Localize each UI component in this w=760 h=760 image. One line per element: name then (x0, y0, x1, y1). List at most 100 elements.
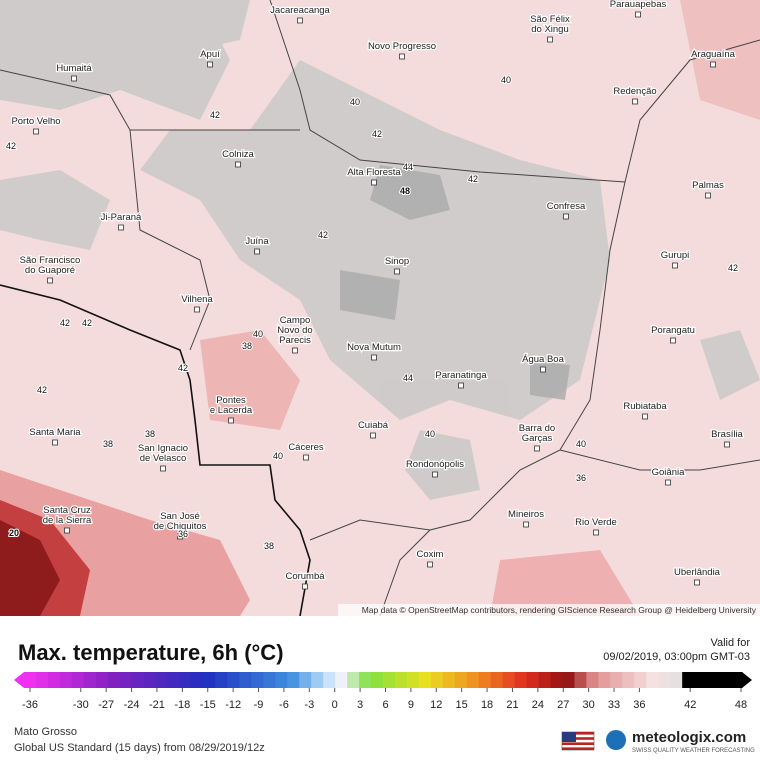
city-marker (710, 61, 716, 68)
colorbar-segment (418, 672, 432, 688)
colorbar-segment (251, 672, 264, 688)
city-label: do Xingu (531, 24, 569, 35)
map-value: 38 (103, 439, 113, 449)
city-label: Jacareacanga (270, 5, 330, 16)
city-label: Palmas (692, 180, 724, 191)
colorbar-segment (35, 672, 49, 688)
colorbar-segment (71, 672, 85, 688)
city-label: Redenção (613, 86, 656, 97)
city-marker (705, 192, 711, 199)
map-value: 40 (350, 97, 360, 107)
colorbar-tick-label: 24 (532, 699, 544, 711)
city-label: San Ignacio (138, 443, 188, 454)
city-marker (297, 17, 303, 24)
city-label: Paranatinga (435, 370, 487, 381)
city-label: Corumbá (285, 571, 325, 582)
colorbar-segment (682, 672, 695, 688)
city-marker (371, 354, 377, 361)
colorbar-segment (383, 672, 396, 688)
city-marker (47, 277, 53, 284)
map-value: 42 (372, 129, 382, 139)
city-marker (33, 128, 39, 135)
city-label: Rondonópolis (406, 459, 464, 470)
colorbar-segment (95, 672, 109, 688)
city-label: Ji-Paraná (101, 212, 142, 223)
city-label: Porangatu (651, 325, 695, 336)
city-label: Confresa (547, 201, 586, 212)
city-marker (370, 432, 376, 439)
colorbar-tick-label: 6 (382, 699, 388, 711)
colorbar-tick-label: -24 (124, 699, 140, 711)
colorbar-tick-label: 9 (408, 699, 414, 711)
city-label: Santa Maria (29, 427, 81, 438)
colorbar-segment (215, 672, 229, 688)
city-marker (64, 527, 70, 534)
city-marker (427, 561, 433, 568)
city-label: Coxim (417, 549, 444, 560)
city-marker (540, 366, 546, 373)
colorbar-segment (287, 672, 300, 688)
city-marker (228, 417, 234, 424)
city-label: Campo (280, 315, 311, 326)
map-value: 42 (210, 110, 220, 120)
colorbar-end (14, 672, 24, 688)
map-value: 44 (403, 162, 413, 172)
colorbar-end (742, 672, 752, 688)
map-value: 40 (273, 451, 283, 461)
city-label: de Chiquitos (154, 521, 207, 532)
colorbar-segment (526, 672, 540, 688)
city-marker (177, 533, 183, 540)
country-borders (0, 284, 311, 616)
colorbar-tick-label: 48 (735, 699, 747, 711)
colorbar-segment (311, 672, 324, 688)
city-label: Nova Mutum (347, 342, 401, 353)
attribution-bg (338, 604, 760, 616)
map-value: 36 (576, 473, 586, 483)
colorbar-segment (718, 672, 731, 688)
colorbar-segment (622, 672, 635, 688)
colorbar-segment (203, 672, 217, 688)
tagline: SWISS QUALITY WEATHER FORECASTING (632, 748, 755, 754)
colorbar-tick-label: -27 (98, 699, 114, 711)
colorbar-segment (394, 672, 408, 688)
brand: meteologix.com (632, 729, 746, 746)
flag (561, 731, 595, 751)
city-marker (399, 53, 405, 60)
city-marker (194, 306, 200, 313)
colorbar: -36 -30 -27 -24 -21 -18 -15 -12 -9 -6 -3 0 3 6 9 12 15 18… (14, 672, 752, 711)
city-label: Alta Floresta (347, 167, 401, 178)
city-label: San José (160, 511, 200, 522)
map-value: 42 (178, 363, 188, 373)
colorbar-tick-label: 27 (557, 699, 569, 711)
city-marker (672, 262, 678, 269)
colorbar-segment (502, 672, 516, 688)
colorbar-segment (610, 672, 623, 688)
city-marker (254, 248, 260, 255)
city-label: de Velasco (140, 453, 186, 464)
colorbar-segment (155, 672, 169, 688)
title: Max. temperature, 6h (°C) (18, 640, 284, 665)
colorbar-tick-label: 30 (583, 699, 595, 711)
city-marker (458, 382, 464, 389)
city-marker (642, 413, 648, 420)
colorbar-segment (275, 672, 288, 688)
city-label: Uberlândia (674, 567, 721, 578)
colorbar-tick-label: -18 (174, 699, 190, 711)
city-marker (547, 36, 553, 43)
colorbar-segment (143, 672, 157, 688)
city-marker (632, 98, 638, 105)
city-label: Rio Verde (575, 517, 617, 528)
state-borders (0, 0, 760, 616)
colorbar-segment (634, 672, 647, 688)
attribution: Map data © OpenStreetMap contributors, r… (362, 605, 757, 615)
city-marker (292, 347, 298, 354)
colorbar-segment (179, 672, 193, 688)
map-value: 44 (403, 373, 413, 383)
map-value: 38 (145, 429, 155, 439)
city-label: Porto Velho (11, 116, 60, 127)
city-label: Novo Progresso (368, 41, 436, 52)
city-marker (563, 213, 569, 220)
colorbar-tick-label: 21 (506, 699, 518, 711)
colorbar-tick-label: -9 (254, 699, 264, 711)
colorbar-tick-label: 36 (633, 699, 645, 711)
